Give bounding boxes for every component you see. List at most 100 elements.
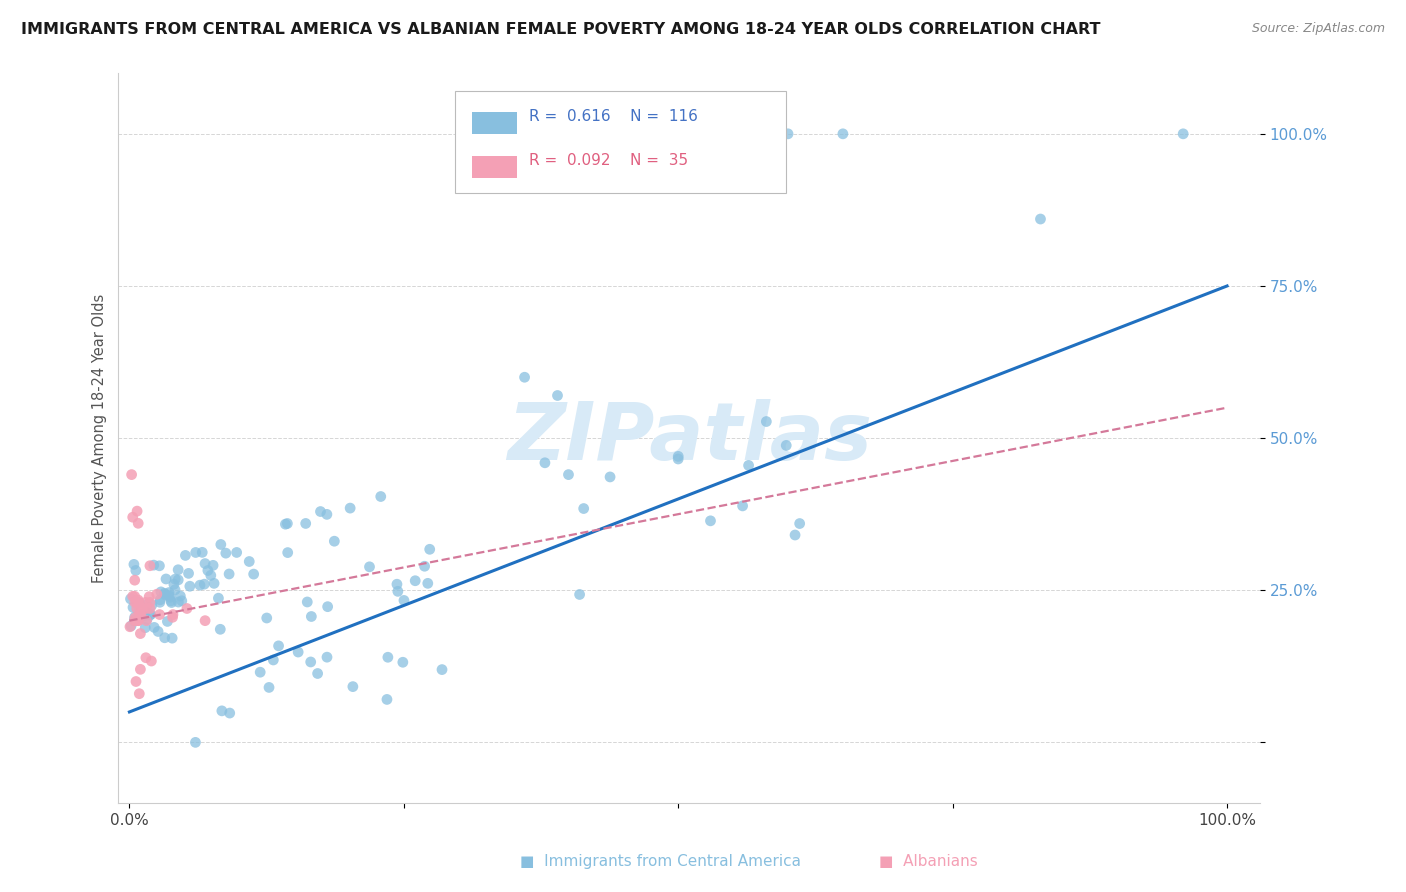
Point bbox=[134, 608, 156, 623]
Point bbox=[309, 504, 332, 518]
Point bbox=[121, 467, 143, 482]
Point bbox=[153, 586, 176, 600]
Point bbox=[392, 655, 415, 669]
Point bbox=[375, 692, 398, 706]
Point bbox=[323, 534, 346, 549]
Point bbox=[184, 545, 207, 559]
Point bbox=[211, 704, 233, 718]
Point bbox=[160, 631, 183, 645]
Point bbox=[387, 584, 409, 599]
Point bbox=[755, 415, 778, 429]
Point bbox=[124, 614, 146, 628]
Point bbox=[297, 595, 319, 609]
Point bbox=[218, 706, 240, 720]
Point bbox=[225, 545, 247, 559]
Point bbox=[157, 585, 180, 599]
Point bbox=[135, 595, 157, 609]
Point bbox=[276, 516, 298, 531]
Point bbox=[188, 578, 211, 592]
Point bbox=[513, 370, 536, 384]
Point bbox=[124, 614, 146, 628]
Point bbox=[218, 566, 240, 581]
Point bbox=[125, 595, 148, 609]
Point bbox=[666, 450, 689, 464]
Point bbox=[1029, 212, 1052, 227]
Point bbox=[155, 588, 177, 602]
Point bbox=[124, 590, 146, 604]
Point bbox=[125, 614, 148, 628]
Point bbox=[249, 665, 271, 680]
Point bbox=[160, 595, 183, 609]
Point bbox=[731, 499, 754, 513]
Point bbox=[169, 589, 191, 603]
Point bbox=[200, 568, 222, 582]
Point bbox=[267, 639, 290, 653]
Point bbox=[129, 607, 152, 622]
Point bbox=[207, 591, 229, 606]
Point bbox=[789, 516, 811, 531]
Point bbox=[149, 607, 172, 622]
Point bbox=[148, 558, 170, 573]
Point bbox=[156, 615, 179, 629]
Y-axis label: Female Poverty Among 18-24 Year Olds: Female Poverty Among 18-24 Year Olds bbox=[93, 293, 107, 582]
Text: ■  Immigrants from Central America: ■ Immigrants from Central America bbox=[520, 854, 801, 869]
Point bbox=[339, 501, 361, 516]
Point bbox=[122, 558, 145, 572]
Point bbox=[666, 452, 689, 467]
Point bbox=[242, 567, 264, 582]
Point bbox=[775, 438, 797, 452]
Point bbox=[165, 582, 187, 597]
Point bbox=[202, 558, 225, 573]
Text: ■  Albanians: ■ Albanians bbox=[879, 854, 977, 869]
Point bbox=[209, 537, 232, 551]
Point bbox=[135, 650, 157, 665]
Point bbox=[547, 388, 569, 402]
Point bbox=[699, 514, 721, 528]
Point bbox=[159, 591, 181, 605]
Point bbox=[131, 607, 153, 622]
Point bbox=[256, 611, 278, 625]
Point bbox=[534, 456, 557, 470]
Point bbox=[135, 598, 157, 612]
Point bbox=[202, 576, 225, 591]
Point bbox=[316, 650, 339, 665]
Point bbox=[307, 666, 329, 681]
Point bbox=[238, 554, 260, 568]
Point bbox=[197, 564, 219, 578]
Point bbox=[163, 577, 186, 591]
Point bbox=[385, 577, 408, 591]
Point bbox=[124, 611, 146, 625]
Point bbox=[135, 601, 157, 615]
Point bbox=[127, 516, 149, 531]
Point bbox=[193, 577, 215, 591]
Point bbox=[125, 601, 148, 615]
Point bbox=[170, 594, 193, 608]
FancyBboxPatch shape bbox=[472, 156, 517, 178]
Point bbox=[121, 510, 143, 524]
Point bbox=[124, 610, 146, 624]
Point bbox=[128, 614, 150, 628]
Point bbox=[430, 663, 453, 677]
Point bbox=[150, 585, 173, 599]
Point bbox=[783, 528, 806, 542]
Point bbox=[138, 590, 160, 604]
Point bbox=[315, 508, 337, 522]
Point bbox=[419, 542, 441, 557]
Text: R =  0.616    N =  116: R = 0.616 N = 116 bbox=[530, 110, 699, 124]
Point bbox=[141, 654, 163, 668]
Text: R =  0.092    N =  35: R = 0.092 N = 35 bbox=[530, 153, 689, 168]
Point bbox=[262, 653, 284, 667]
Point bbox=[557, 467, 579, 482]
Point bbox=[131, 601, 153, 615]
Point bbox=[157, 589, 180, 603]
Point bbox=[167, 563, 190, 577]
Point bbox=[128, 595, 150, 609]
Point bbox=[184, 735, 207, 749]
Point bbox=[146, 587, 169, 601]
Point bbox=[568, 587, 591, 601]
Point bbox=[737, 458, 759, 473]
Point bbox=[287, 645, 309, 659]
Point bbox=[191, 545, 214, 559]
Point bbox=[215, 546, 238, 560]
Point bbox=[377, 650, 399, 665]
